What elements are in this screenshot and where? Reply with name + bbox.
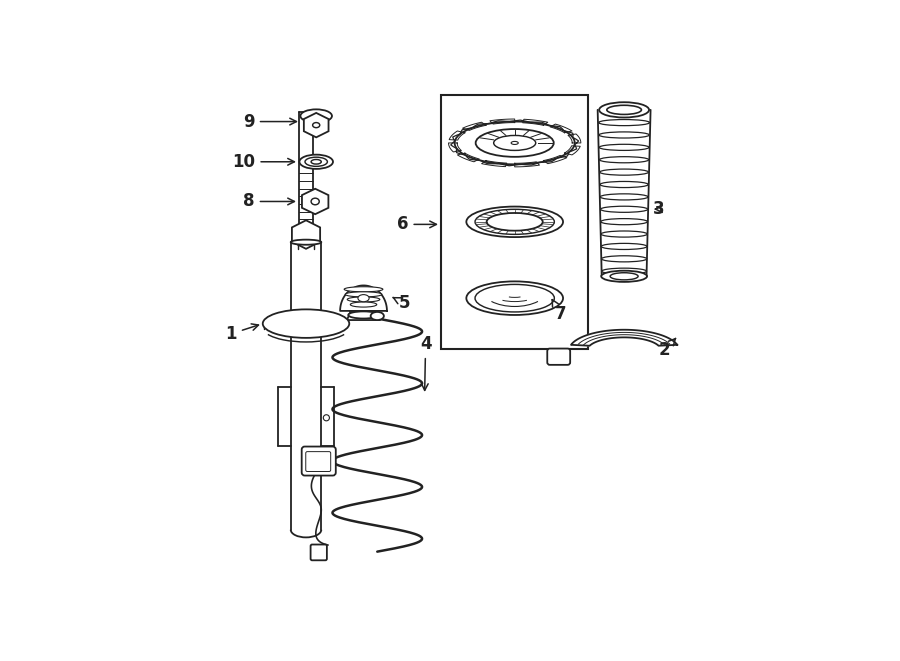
Text: 1: 1 — [225, 324, 258, 343]
Ellipse shape — [601, 231, 647, 237]
Ellipse shape — [610, 273, 638, 280]
Bar — [441, 95, 589, 349]
Text: 5: 5 — [393, 294, 410, 312]
Ellipse shape — [323, 414, 329, 421]
Ellipse shape — [598, 120, 650, 126]
Ellipse shape — [494, 136, 536, 151]
Text: 4: 4 — [419, 335, 431, 391]
Polygon shape — [292, 220, 320, 249]
Ellipse shape — [454, 122, 575, 165]
Ellipse shape — [347, 297, 380, 302]
Text: 6: 6 — [397, 215, 436, 233]
Ellipse shape — [476, 129, 554, 157]
Ellipse shape — [312, 122, 319, 128]
Ellipse shape — [311, 159, 321, 164]
Ellipse shape — [358, 295, 369, 301]
Ellipse shape — [348, 311, 379, 319]
Ellipse shape — [475, 284, 554, 312]
Ellipse shape — [346, 292, 382, 297]
Ellipse shape — [305, 157, 328, 167]
Ellipse shape — [291, 240, 321, 245]
Ellipse shape — [487, 213, 543, 231]
Text: 2: 2 — [659, 338, 676, 359]
Ellipse shape — [300, 155, 333, 169]
Ellipse shape — [371, 312, 384, 320]
Ellipse shape — [263, 309, 349, 338]
FancyBboxPatch shape — [310, 545, 327, 561]
Text: 10: 10 — [232, 153, 294, 171]
FancyBboxPatch shape — [302, 447, 336, 475]
Text: 8: 8 — [243, 192, 294, 210]
Ellipse shape — [600, 182, 648, 188]
Ellipse shape — [475, 210, 554, 235]
Ellipse shape — [599, 157, 649, 163]
Ellipse shape — [599, 169, 649, 175]
Ellipse shape — [600, 206, 648, 212]
Ellipse shape — [602, 268, 646, 274]
Text: 9: 9 — [243, 112, 296, 131]
Ellipse shape — [600, 219, 647, 225]
Ellipse shape — [301, 109, 332, 122]
Ellipse shape — [511, 141, 518, 145]
FancyBboxPatch shape — [547, 348, 571, 365]
Ellipse shape — [598, 132, 649, 138]
Polygon shape — [304, 113, 328, 137]
Ellipse shape — [466, 207, 563, 237]
Polygon shape — [571, 330, 677, 346]
Ellipse shape — [601, 256, 647, 262]
Ellipse shape — [600, 194, 648, 200]
Ellipse shape — [601, 243, 647, 249]
Ellipse shape — [599, 144, 649, 151]
Polygon shape — [302, 189, 328, 214]
Text: 7: 7 — [552, 299, 566, 323]
Ellipse shape — [599, 102, 649, 118]
Ellipse shape — [607, 105, 642, 114]
Ellipse shape — [466, 282, 563, 315]
Ellipse shape — [601, 271, 647, 282]
Ellipse shape — [344, 287, 382, 292]
Ellipse shape — [350, 302, 377, 307]
Text: 3: 3 — [652, 200, 664, 218]
Ellipse shape — [311, 198, 320, 205]
